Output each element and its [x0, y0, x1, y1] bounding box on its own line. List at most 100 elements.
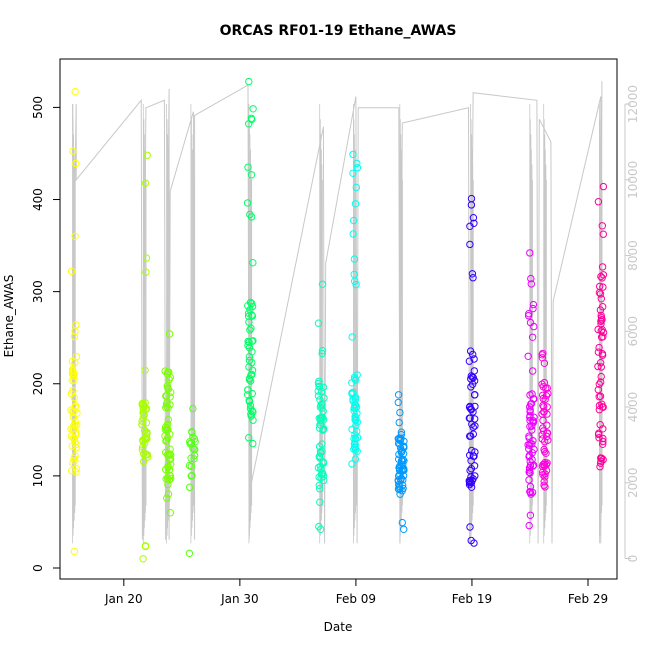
data-point — [243, 199, 252, 207]
data-point — [72, 468, 80, 476]
data-point — [138, 443, 147, 451]
chart-title: ORCAS RF01-19 Ethane_AWAS — [220, 23, 457, 39]
data-point — [316, 454, 324, 462]
data-point — [315, 383, 323, 391]
data-point — [540, 477, 548, 486]
data-point — [598, 316, 606, 324]
data-point — [248, 389, 257, 398]
data-point — [143, 451, 152, 459]
data-point — [249, 439, 257, 448]
data-point — [70, 376, 78, 384]
data-point — [316, 485, 324, 493]
data-point — [468, 270, 477, 278]
data-point — [244, 163, 252, 171]
x-tick-label: Feb 19 — [452, 592, 492, 606]
data-point — [526, 416, 534, 425]
data-point — [529, 462, 537, 470]
data-point — [142, 268, 150, 276]
data-point — [398, 447, 406, 456]
data-point — [247, 213, 256, 221]
data-point — [320, 476, 328, 485]
x-tick-label: Feb 29 — [568, 592, 608, 606]
data-point — [165, 330, 174, 338]
data-point — [526, 412, 534, 420]
data-point — [247, 171, 256, 179]
data-point — [189, 444, 197, 452]
data-point — [244, 309, 253, 317]
data-point — [139, 555, 147, 563]
data-point — [71, 452, 79, 460]
y-tick-label: 300 — [31, 280, 45, 303]
x-tick-label: Jan 30 — [220, 592, 259, 606]
data-point — [162, 437, 170, 445]
data-point — [350, 373, 359, 381]
data-point — [314, 319, 323, 327]
data-point — [314, 387, 322, 395]
data-point — [71, 457, 79, 465]
data-points-layer — [67, 77, 608, 563]
data-point — [397, 462, 405, 470]
data-point — [141, 366, 149, 374]
data-point — [70, 547, 79, 556]
plot-frame — [59, 58, 618, 580]
data-point — [542, 449, 550, 457]
data-point — [527, 280, 535, 288]
data-point — [597, 378, 605, 386]
data-point — [247, 114, 256, 123]
data-point — [525, 453, 533, 461]
data-point — [529, 367, 537, 375]
y2-tick-label: 10000 — [626, 161, 640, 199]
data-point — [465, 357, 474, 365]
data-point — [162, 465, 170, 474]
data-point — [596, 306, 605, 314]
data-point — [525, 432, 533, 440]
data-point — [245, 338, 253, 346]
data-point — [466, 451, 474, 459]
data-point — [597, 272, 605, 281]
data-point — [529, 300, 538, 309]
data-point — [247, 412, 255, 420]
data-point — [396, 485, 404, 493]
data-point — [318, 347, 327, 355]
data-point — [352, 403, 361, 411]
data-point — [543, 429, 551, 437]
data-point — [352, 421, 360, 430]
data-point — [139, 409, 147, 417]
data-point — [542, 460, 551, 469]
data-point — [319, 416, 328, 424]
data-point — [398, 518, 406, 527]
data-point — [319, 383, 328, 391]
y-tick-label: 200 — [31, 372, 45, 395]
data-point — [69, 387, 77, 395]
data-point — [597, 454, 605, 463]
y2-tick-label: 2000 — [626, 467, 640, 498]
data-point — [353, 164, 362, 172]
data-point — [141, 542, 150, 550]
data-point — [353, 427, 361, 436]
altitude-track-layer — [72, 81, 603, 544]
data-point — [470, 462, 479, 470]
data-point — [164, 490, 173, 498]
x-axis-label: Date — [324, 620, 353, 634]
data-point — [524, 441, 532, 449]
data-point — [247, 324, 255, 332]
data-point — [350, 255, 359, 263]
data-point — [69, 368, 77, 376]
data-point — [72, 402, 80, 410]
data-point — [248, 299, 256, 308]
data-point — [540, 460, 548, 469]
data-point — [351, 455, 360, 463]
data-point — [249, 416, 257, 424]
data-point — [599, 230, 607, 238]
data-point — [349, 395, 357, 403]
data-point — [142, 419, 151, 427]
data-point — [469, 214, 478, 222]
data-point — [466, 523, 474, 531]
data-point — [166, 393, 174, 401]
data-point — [190, 435, 199, 443]
data-point — [69, 434, 77, 442]
data-point — [352, 183, 360, 192]
data-point — [71, 88, 79, 96]
data-point — [350, 445, 358, 453]
